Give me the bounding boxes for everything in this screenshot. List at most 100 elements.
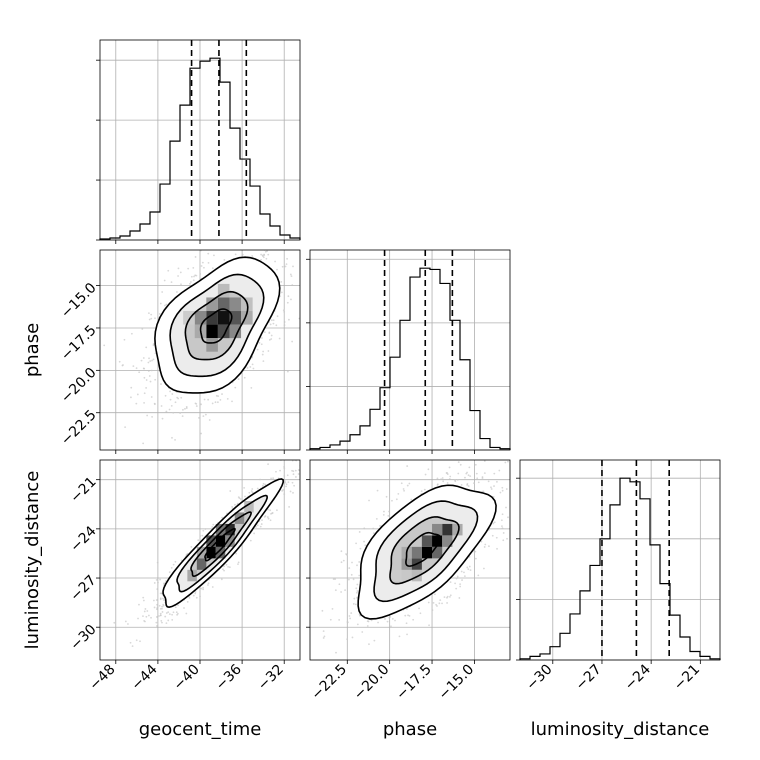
pair-phase-vs-luminosity-distance-point [467,474,470,477]
pair-geocent-time-vs-luminosity-distance-point [142,596,145,599]
pair-phase-vs-luminosity-distance-point [353,597,356,600]
pair-geocent-time-vs-phase-point [182,408,184,411]
pair-geocent-time-vs-phase-point [221,393,223,395]
pair-geocent-time-vs-luminosity-distance-point [305,464,307,466]
pair-geocent-time-vs-phase-point [187,267,190,270]
xtick-label-phase-1: −20.0 [351,662,393,704]
pair-geocent-time-vs-phase-point [292,265,294,268]
pair-phase-vs-luminosity-distance-point [500,519,503,522]
pair-geocent-time-vs-phase-point [198,416,200,419]
pair-geocent-time-vs-luminosity-distance-point [251,488,254,490]
pair-geocent-time-vs-phase-point [216,401,219,404]
pair-geocent-time-vs-phase-point [250,387,253,389]
pair-geocent-time-vs-phase-point [165,410,168,413]
pair-geocent-time-vs-luminosity-distance-point [156,588,159,590]
pair-geocent-time-vs-phase-point [290,298,292,301]
pair-geocent-time-vs-phase-point [251,255,254,257]
pair-phase-vs-luminosity-distance-point [449,475,452,478]
pair-geocent-time-vs-luminosity-distance-point [303,471,305,473]
pair-phase-vs-luminosity-distance-point [388,510,390,513]
pair-geocent-time-vs-luminosity-distance-point [291,469,293,472]
pair-phase-vs-luminosity-distance-point [350,573,353,576]
pair-geocent-time-vs-luminosity-distance-point [138,603,140,606]
pair-geocent-time-vs-luminosity-distance-point [157,581,159,584]
pair-phase-vs-luminosity-distance-point [502,539,505,542]
pair-geocent-time-vs-luminosity-distance-point [284,481,287,484]
pair-geocent-time-vs-luminosity-distance-point [283,493,286,495]
pair-geocent-time-vs-luminosity-distance-point [283,475,286,477]
pair-geocent-time-vs-phase-point [149,380,152,383]
pair-geocent-time-vs-phase-point [190,275,193,278]
pair-phase-vs-luminosity-distance-point [467,485,470,487]
pair-geocent-time-vs-luminosity-distance-point [263,515,266,518]
pair-geocent-time-vs-luminosity-distance-density-cell [215,523,226,536]
pair-geocent-time-vs-phase-point [285,263,288,265]
pair-geocent-time-vs-phase-point [231,400,233,403]
xlabel-phase: phase [383,719,437,740]
pair-geocent-time-vs-phase-point [135,367,138,370]
pair-geocent-time-vs-phase-point [177,275,179,277]
pair-geocent-time-vs-phase-point [176,291,178,293]
pair-geocent-time-vs-phase-point [217,395,220,398]
pair-geocent-time-vs-phase-point [160,405,163,407]
pair-geocent-time-vs-luminosity-distance-point [150,616,152,619]
pair-phase-vs-luminosity-distance-point [450,454,452,456]
xtick-label-luminosity-distance-2: −24 [622,661,654,693]
pair-phase-vs-luminosity-distance-point [356,564,358,567]
pair-geocent-time-vs-luminosity-distance-point [237,561,240,564]
pair-geocent-time-vs-luminosity-distance-point [256,524,259,527]
xlabel-luminosity-distance: luminosity_distance [531,719,710,740]
pair-geocent-time-vs-luminosity-distance-point [279,469,281,472]
pair-geocent-time-vs-phase-point [262,256,265,259]
pair-geocent-time-vs-luminosity-distance-point [261,519,263,522]
pair-geocent-time-vs-phase-contour-2 [169,273,265,378]
pair-phase-vs-luminosity-distance-point [487,480,490,483]
pair-phase-vs-luminosity-distance-point [438,602,441,605]
pair-phase-vs-luminosity-distance-point [372,527,375,530]
pair-geocent-time-vs-phase-point [151,416,153,418]
pair-geocent-time-vs-luminosity-distance-point [146,610,149,612]
pair-geocent-time-vs-luminosity-distance-point [177,604,179,607]
pair-phase-vs-luminosity-distance-density-cell [432,546,443,559]
pair-geocent-time-vs-luminosity-distance-point [197,539,200,542]
pair-geocent-time-vs-luminosity-distance-point [295,476,297,478]
pair-phase-vs-luminosity-distance-density-cell [421,546,433,559]
pair-phase-vs-luminosity-distance-point [356,583,359,586]
pair-geocent-time-vs-luminosity-distance-point [283,467,286,470]
pair-geocent-time-vs-luminosity-distance-point [199,595,201,598]
pair-geocent-time-vs-luminosity-distance-point [156,561,159,564]
pair-geocent-time-vs-phase-point [286,257,289,260]
pair-geocent-time-vs-phase-point [268,332,271,334]
pair-geocent-time-vs-luminosity-distance-point [259,478,261,481]
pair-phase-vs-luminosity-distance-point [397,492,400,495]
pair-phase-vs-luminosity-distance-point [484,543,487,546]
pair-phase-vs-luminosity-distance-point [446,482,449,484]
xtick-label-geocent-time-1: −44 [129,661,161,693]
pair-phase-vs-luminosity-distance-point [499,491,502,494]
pair-geocent-time-vs-luminosity-distance-point [195,596,198,599]
pair-geocent-time-vs-luminosity-distance-point [259,525,262,528]
pair-phase-vs-luminosity-distance-point [348,615,351,617]
pair-geocent-time-vs-phase-point [302,345,304,347]
pair-phase-vs-luminosity-distance-point [436,605,438,607]
pair-geocent-time-vs-luminosity-distance-point [293,484,295,487]
pair-geocent-time-vs-luminosity-distance-point [212,523,215,526]
pair-geocent-time-vs-phase-point [135,402,138,405]
pair-phase-vs-luminosity-distance-density-cell [421,535,433,547]
pair-geocent-time-vs-phase-point [234,386,237,389]
pair-phase-vs-luminosity-distance-point [373,639,376,642]
pair-geocent-time-vs-phase-point [237,378,240,380]
pair-geocent-time-vs-luminosity-distance-point [236,502,239,505]
pair-phase-vs-luminosity-distance-point [498,469,501,472]
pair-geocent-time-vs-phase-point [213,254,215,257]
pair-geocent-time-vs-luminosity-distance-point [235,552,238,555]
pair-phase-vs-luminosity-distance-contour-1 [389,516,460,585]
pair-geocent-time-vs-luminosity-distance-point [160,619,163,622]
pair-geocent-time-vs-phase-contour-1 [184,290,249,361]
pair-geocent-time-vs-luminosity-distance-point [143,610,146,613]
pair-geocent-time-vs-phase-point [148,357,150,360]
pair-phase-vs-luminosity-distance-point [493,485,495,487]
pair-geocent-time-vs-phase-point [207,261,210,264]
pair-geocent-time-vs-phase-point [171,436,173,439]
pair-geocent-time-vs-phase-point [152,358,155,361]
